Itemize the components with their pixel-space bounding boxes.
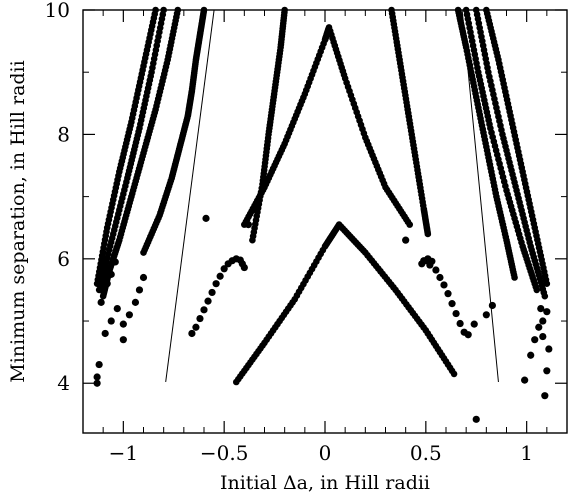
data-point — [543, 308, 551, 316]
data-point — [95, 360, 103, 369]
data-point — [539, 317, 547, 325]
data-point — [472, 415, 480, 423]
data-point — [527, 351, 535, 359]
data-point — [535, 323, 543, 331]
x-tick-label: 0.5 — [410, 441, 442, 465]
y-tick-label: 6 — [57, 247, 70, 271]
data-point — [202, 214, 210, 222]
data-point — [543, 367, 551, 375]
data-point — [545, 345, 553, 353]
data-point — [436, 273, 444, 282]
data-point — [140, 249, 147, 256]
data-point — [448, 300, 456, 308]
data-point — [420, 257, 428, 265]
data-point — [107, 317, 115, 325]
data-point — [541, 392, 549, 400]
y-axis-label: Minimum separation, in Hill radii — [7, 60, 29, 382]
data-point — [444, 290, 452, 298]
data-point — [482, 311, 490, 319]
data-point — [97, 298, 105, 306]
data-marks — [93, 6, 553, 423]
data-point — [188, 329, 196, 338]
data-point — [93, 280, 101, 288]
data-point — [212, 280, 220, 288]
data-point — [101, 329, 109, 338]
data-point — [533, 286, 541, 294]
data-point — [99, 292, 107, 300]
data-point — [511, 274, 518, 281]
data-point — [541, 292, 549, 300]
data-point — [196, 314, 204, 323]
data-point — [119, 320, 127, 328]
data-point — [131, 298, 140, 306]
envelope-line — [165, 9, 215, 383]
data-point — [450, 370, 458, 378]
data-point — [452, 309, 460, 318]
data-point — [521, 376, 529, 384]
data-point — [531, 336, 539, 344]
data-point — [113, 304, 121, 313]
x-tick-label: −1 — [109, 441, 138, 465]
y-tick-label: 10 — [45, 0, 70, 22]
data-point — [200, 306, 208, 314]
data-point — [402, 236, 410, 244]
data-point — [216, 272, 224, 280]
data-point — [240, 263, 248, 272]
data-point — [424, 230, 432, 238]
data-point — [470, 320, 478, 328]
data-point — [204, 297, 212, 305]
data-point — [464, 331, 472, 339]
data-point — [192, 323, 200, 331]
data-point — [432, 266, 440, 274]
data-point — [220, 265, 228, 273]
x-tick-label: 1 — [520, 441, 533, 465]
data-point — [139, 273, 148, 282]
data-point — [93, 379, 101, 387]
data-point — [456, 319, 464, 328]
data-point — [119, 336, 127, 344]
y-tick-label: 4 — [57, 371, 70, 395]
data-point — [537, 304, 545, 313]
y-tick-label: 8 — [57, 122, 70, 146]
data-point — [440, 281, 448, 289]
x-tick-label: −0.5 — [200, 441, 249, 465]
axis-ticks: −1 −0.5 0 0.5 1 4 6 8 10 — [45, 0, 567, 465]
data-point — [539, 332, 547, 341]
data-point — [135, 286, 144, 294]
data-point — [95, 286, 103, 294]
data-point — [488, 301, 496, 310]
x-tick-label: 0 — [319, 441, 332, 465]
data-point — [125, 311, 133, 319]
data-point — [208, 288, 216, 297]
data-point — [406, 221, 414, 228]
data-point — [426, 261, 434, 269]
x-axis-label: Initial Δa, in Hill radii — [220, 472, 430, 494]
data-point — [543, 280, 551, 288]
envelope-line — [461, 9, 499, 383]
data-point — [93, 373, 101, 381]
